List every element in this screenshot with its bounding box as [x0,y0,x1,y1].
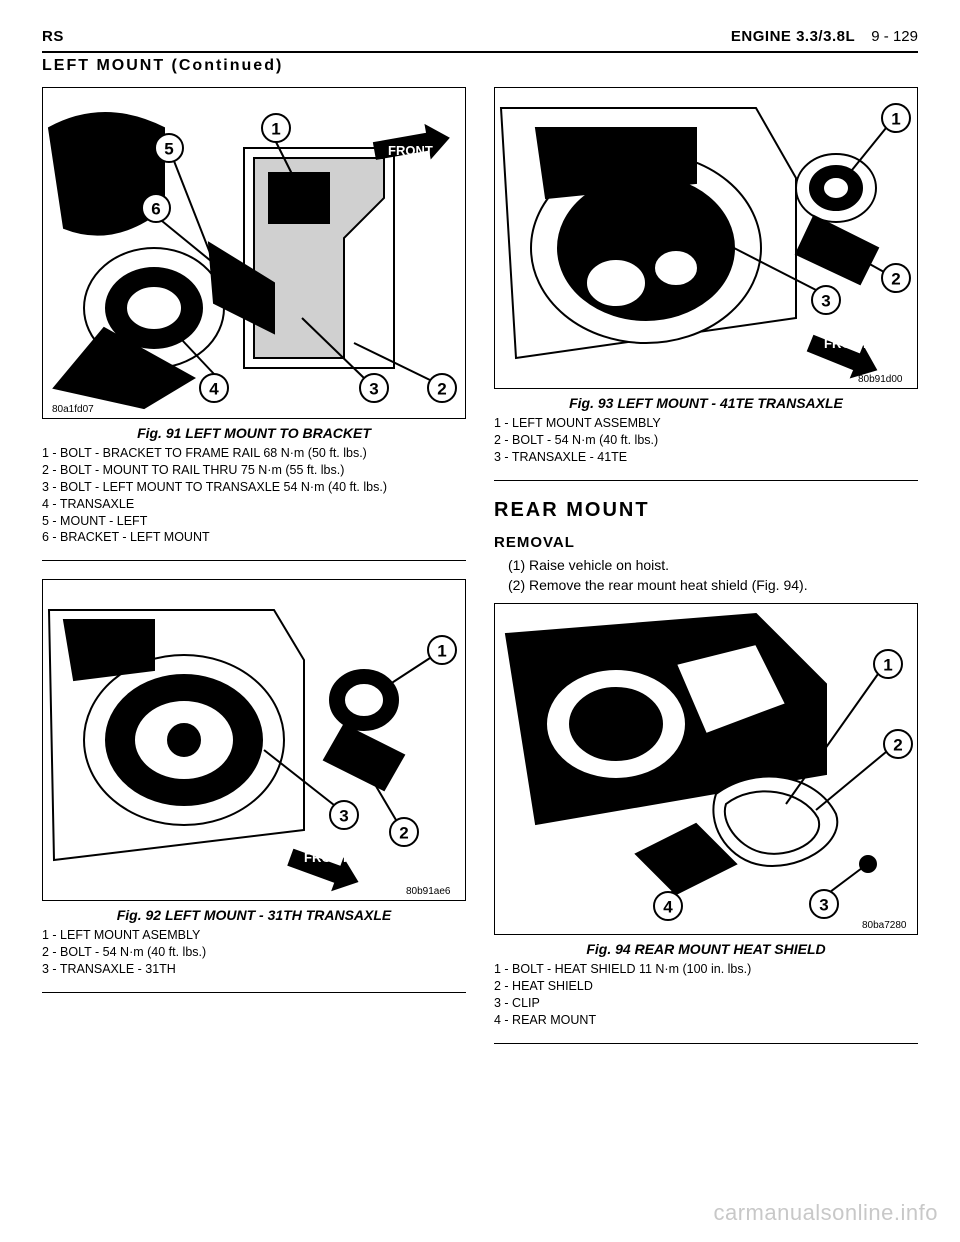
figure-93: FRONT 1 2 3 80b91d00 Fig. 93 LEFT MOUNT … [494,87,918,466]
separator [494,1043,918,1044]
figure-91-caption: Fig. 91 LEFT MOUNT TO BRACKET [42,425,466,441]
note: 4 - TRANSAXLE [42,496,466,513]
note: 3 - TRANSAXLE - 41TE [494,449,918,466]
figure-92: FRONT 1 2 3 80b91ae6 Fig. 92 LEFT MOUNT … [42,579,466,978]
callout: 2 [437,380,446,399]
step-2: (2) Remove the rear mount heat shield (F… [494,575,918,595]
note: 2 - BOLT - MOUNT TO RAIL THRU 75 N·m (55… [42,462,466,479]
header-page: 9 - 129 [871,28,918,45]
page-header: RS ENGINE 3.3/3.8L 9 - 129 [42,28,918,45]
figure-92-image: FRONT 1 2 3 80b91ae6 [42,579,466,901]
note: 6 - BRACKET - LEFT MOUNT [42,529,466,546]
figure-92-notes: 1 - LEFT MOUNT ASEMBLY 2 - BOLT - 54 N·m… [42,927,466,978]
callout: 6 [151,200,160,219]
note: 2 - BOLT - 54 N·m (40 ft. lbs.) [494,432,918,449]
separator [42,560,466,561]
removal-heading: REMOVAL [494,534,918,551]
note: 3 - CLIP [494,995,918,1012]
callout: 3 [339,807,348,826]
figure-94-image: 1 2 3 4 80ba7280 [494,603,918,935]
callout: 3 [819,896,828,915]
figure-91-image: FRONT 1 2 3 4 5 [42,87,466,419]
callout: 5 [164,140,173,159]
front-label: FRONT [388,143,433,158]
note: 1 - LEFT MOUNT ASEMBLY [42,927,466,944]
note: 1 - BOLT - HEAT SHIELD 11 N·m (100 in. l… [494,961,918,978]
figure-93-image: FRONT 1 2 3 80b91d00 [494,87,918,389]
figure-93-caption: Fig. 93 LEFT MOUNT - 41TE TRANSAXLE [494,395,918,411]
callout: 1 [271,120,280,139]
figure-code: 80b91d00 [858,374,903,385]
figure-94-notes: 1 - BOLT - HEAT SHIELD 11 N·m (100 in. l… [494,961,918,1029]
two-column-layout: FRONT 1 2 3 4 5 [42,87,918,1062]
step-1: (1) Raise vehicle on hoist. [494,555,918,575]
figure-93-notes: 1 - LEFT MOUNT ASSEMBLY 2 - BOLT - 54 N·… [494,415,918,466]
note: 2 - BOLT - 54 N·m (40 ft. lbs.) [42,944,466,961]
callout: 3 [821,292,830,311]
note: 5 - MOUNT - LEFT [42,513,466,530]
separator [494,480,918,481]
rear-mount-heading: REAR MOUNT [494,499,918,522]
callout: 1 [883,656,892,675]
figure-code: 80a1fd07 [52,404,94,415]
header-section: ENGINE 3.3/3.8L [731,28,855,45]
left-column: FRONT 1 2 3 4 5 [42,87,466,1062]
continued-heading: LEFT MOUNT (Continued) [42,57,918,75]
note: 1 - BOLT - BRACKET TO FRAME RAIL 68 N·m … [42,445,466,462]
figure-92-caption: Fig. 92 LEFT MOUNT - 31TH TRANSAXLE [42,907,466,923]
callout: 2 [399,824,408,843]
note: 1 - LEFT MOUNT ASSEMBLY [494,415,918,432]
figure-94: 1 2 3 4 80ba7280 Fig. 94 REAR MOUNT HEAT… [494,603,918,1029]
note: 3 - BOLT - LEFT MOUNT TO TRANSAXLE 54 N·… [42,479,466,496]
callout: 3 [369,380,378,399]
note: 3 - TRANSAXLE - 31TH [42,961,466,978]
callout: 2 [893,736,902,755]
note: 4 - REAR MOUNT [494,1012,918,1029]
separator [42,992,466,993]
header-rule [42,51,918,53]
callout: 1 [891,110,900,129]
figure-91: FRONT 1 2 3 4 5 [42,87,466,546]
header-right: ENGINE 3.3/3.8L 9 - 129 [731,28,918,45]
figure-94-caption: Fig. 94 REAR MOUNT HEAT SHIELD [494,941,918,957]
callout: 4 [663,898,673,917]
callout: 4 [209,380,219,399]
right-column: FRONT 1 2 3 80b91d00 Fig. 93 LEFT MOUNT … [494,87,918,1062]
note: 2 - HEAT SHIELD [494,978,918,995]
header-left: RS [42,28,64,45]
watermark: carmanualsonline.info [713,1200,938,1226]
figure-91-notes: 1 - BOLT - BRACKET TO FRAME RAIL 68 N·m … [42,445,466,546]
figure-code: 80b91ae6 [406,886,451,897]
front-label: FRONT [304,850,349,865]
figure-code: 80ba7280 [862,920,907,931]
front-label: FRONT [824,336,869,351]
callout: 1 [437,642,446,661]
callout: 2 [891,270,900,289]
